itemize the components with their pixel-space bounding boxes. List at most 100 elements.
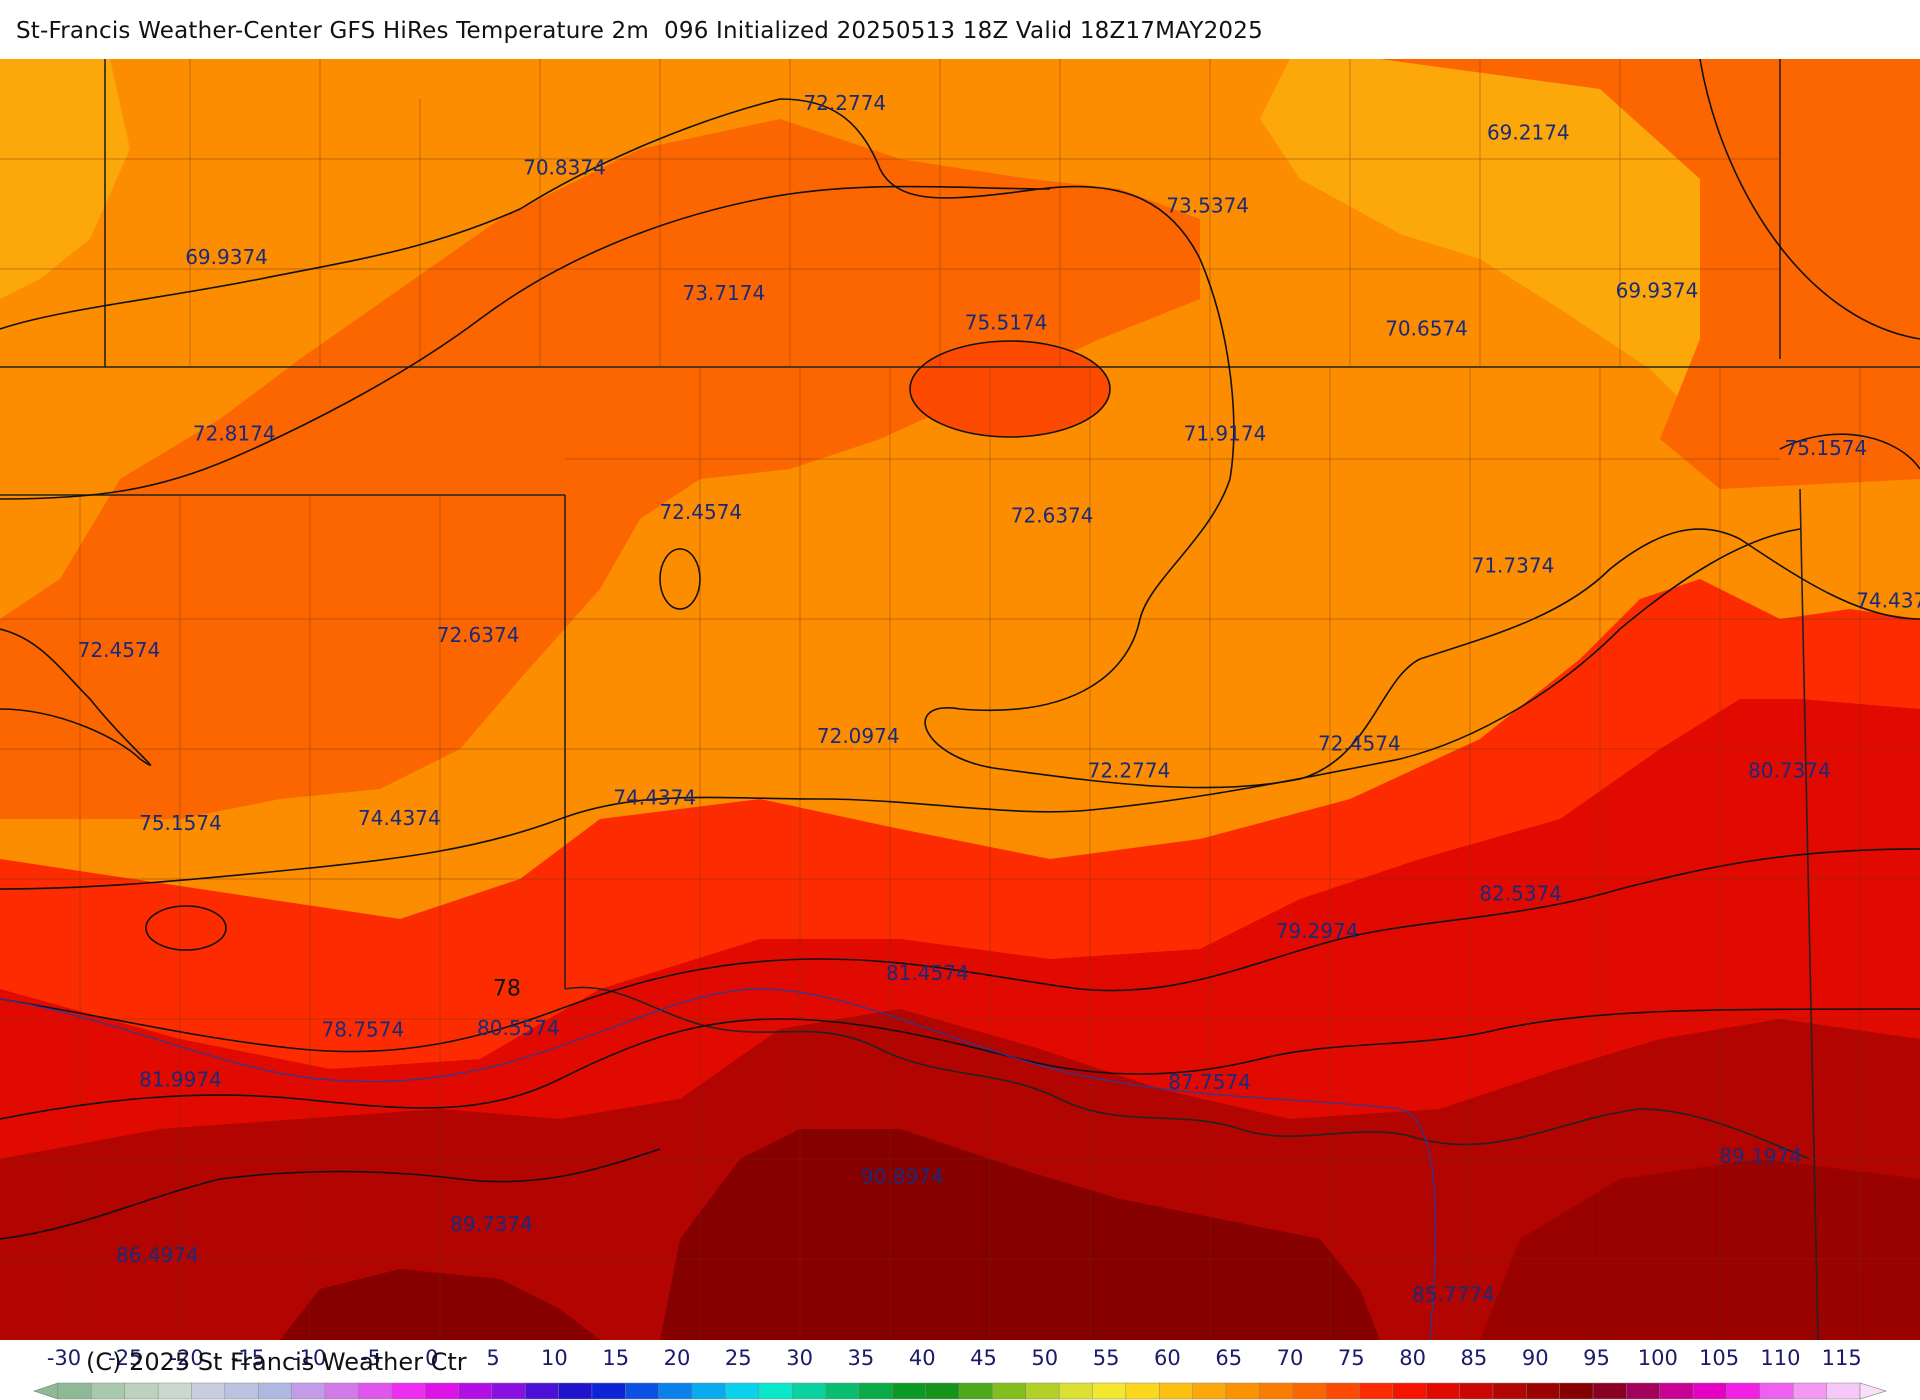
contour-label: 72.4574 [1318,732,1401,756]
color-scale-swatch [1793,1382,1828,1400]
color-scale-swatch [1425,1382,1461,1400]
color-scale-tick-label: 95 [1583,1346,1610,1370]
color-scale-swatches [33,1382,1888,1400]
contour-label: 69.9374 [185,245,268,269]
color-scale-swatch [157,1382,193,1400]
color-scale-swatch [658,1382,693,1400]
color-scale-tick-label: -10 [292,1346,326,1370]
contour-label: 74.437 [1856,588,1920,612]
color-scale-swatch [1726,1382,1761,1400]
color-scale-swatch [1025,1382,1060,1400]
color-scale-swatch [291,1382,326,1400]
color-scale-swatch [758,1382,793,1400]
color-scale-swatch [1592,1382,1628,1400]
temperature-band-hot-east [1480,1159,1920,1340]
temperature-map: 72.2774 70.8374 69.2174 73.5374 69.9374 73.71… [0,59,1920,1340]
contour-label: 72.6374 [1011,504,1094,528]
color-scale-swatch [1359,1382,1394,1400]
color-scale-tick-label: 90 [1522,1346,1549,1370]
contour-label: 80.7374 [1748,759,1831,783]
color-scale-swatch [958,1382,994,1400]
color-scale-swatch [491,1382,526,1400]
color-scale-tick-label: 115 [1822,1346,1862,1370]
contour-label: 78.7574 [322,1017,405,1041]
color-scale-arrow-high [1859,1382,1888,1400]
color-scale-tick-label: 100 [1638,1346,1678,1370]
temperature-band-70-inner [600,489,1520,819]
color-scale-swatch [324,1382,360,1400]
color-scale-tick-label: 50 [1031,1346,1058,1370]
state-boundaries [0,59,1920,1340]
color-scale-swatch [1259,1382,1294,1400]
contour-label: 72.8174 [193,422,276,446]
color-scale-tick-label: 55 [1093,1346,1120,1370]
contour-label: 75.5174 [965,310,1048,334]
contour-label-layer: 72.2774 70.8374 69.2174 73.5374 69.9374 73.71… [78,91,1920,1306]
contour-label: 74.4374 [358,806,441,830]
color-scale-swatch [1092,1382,1127,1400]
color-scale-tick-labels: -30 -25 -20 -15 -10 -5 0 5 10 15 20 25 30 35 40 45 50 55 6… [47,1346,1862,1370]
contour-label: 73.7174 [682,281,765,305]
color-scale-swatch [791,1382,827,1400]
color-scale-swatch [91,1382,126,1400]
contour-label: 72.2774 [803,91,886,115]
copyright-text: (C) 2025 St Francis Weather Ctr [86,1348,467,1376]
color-scale-swatch [1626,1382,1661,1400]
color-scale-tick-label: -25 [108,1346,142,1370]
contour-label: 82.5374 [1479,882,1562,906]
temperature-band-75-east [1380,59,1920,489]
color-scale-swatch [1692,1382,1728,1400]
color-scale-swatch [391,1382,426,1400]
contour-label: 72.6374 [437,623,520,647]
contour-label: 71.9174 [1184,422,1267,446]
contour-label: 72.0974 [817,724,900,748]
color-scale-tick-label: 25 [725,1346,752,1370]
color-scale-tick-label: 65 [1215,1346,1242,1370]
color-scale-swatch [1125,1382,1160,1400]
color-scale-swatch [1659,1382,1694,1400]
color-scale-swatch [892,1382,927,1400]
color-scale-tick-label: 30 [786,1346,813,1370]
color-scale-tick-label: 80 [1399,1346,1426,1370]
contour-label: 72.2774 [1088,759,1171,783]
color-scale-swatch [224,1382,259,1400]
contour-label: 72.4574 [78,638,161,662]
contour-label: 69.9374 [1616,278,1699,302]
color-scale-tick-label: 5 [486,1346,499,1370]
color-scale-swatch [424,1382,460,1400]
color-scale-tick-label: 35 [848,1346,875,1370]
color-scale-swatch [257,1382,293,1400]
color-scale-swatch [691,1382,727,1400]
contour-label: 70.8374 [523,155,606,179]
contour-label: 87.7574 [1168,1070,1251,1094]
contour-label: 70.6574 [1385,317,1468,341]
temperature-band-65-west [0,59,130,299]
color-scale-swatch [124,1382,159,1400]
color-scale-swatch [725,1382,760,1400]
color-scale-tick-label: 110 [1760,1346,1800,1370]
contour-label: 85.7774 [1412,1283,1495,1307]
color-scale-swatch [57,1382,93,1400]
color-scale-swatch [191,1382,226,1400]
color-scale-tick-label: -20 [169,1346,203,1370]
contour-label: 75.1574 [139,811,222,835]
color-scale-swatch [1192,1382,1227,1400]
color-scale-swatch [1058,1382,1094,1400]
color-scale-swatch [1459,1382,1494,1400]
county-lines [0,59,1920,1340]
color-scale-tick-label: 20 [664,1346,691,1370]
color-scale-arrow-low [33,1382,59,1400]
color-scale-tick-label: 85 [1461,1346,1488,1370]
color-scale-tick-label: 75 [1338,1346,1365,1370]
color-scale-swatch [591,1382,627,1400]
color-scale-swatch [925,1382,960,1400]
contour-label: 72.4574 [659,500,742,524]
color-scale-swatch [858,1382,894,1400]
color-scale-tick-label: 70 [1277,1346,1304,1370]
temperature-band-75 [0,119,1200,819]
color-scale-swatch [625,1382,660,1400]
contour-label: 89.7374 [450,1212,533,1236]
color-scale-tick-label: 10 [541,1346,568,1370]
contour-label: 73.5374 [1166,194,1249,218]
color-scale-swatch [1559,1382,1594,1400]
